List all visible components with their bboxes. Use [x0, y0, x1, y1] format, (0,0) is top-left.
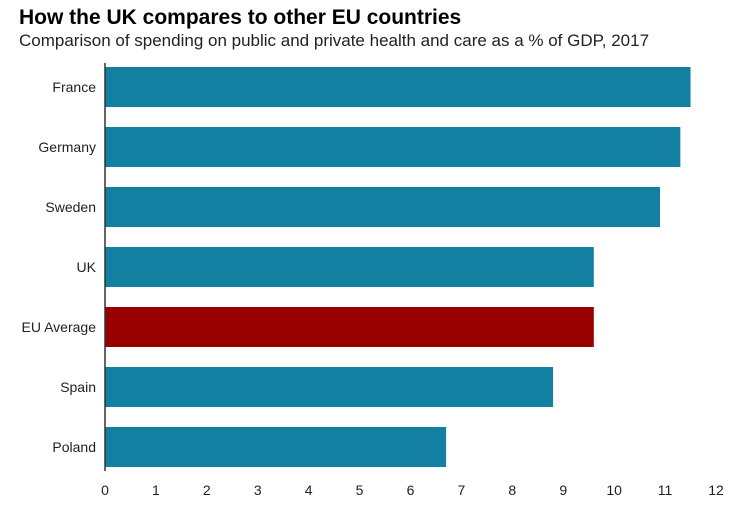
x-tick-label: 6 — [407, 482, 415, 498]
category-label-eu-average: EU Average — [22, 319, 97, 335]
bar-france — [105, 67, 691, 107]
x-tick-label: 10 — [606, 482, 622, 498]
x-tick-label: 3 — [254, 482, 262, 498]
x-tick-label: 7 — [458, 482, 466, 498]
chart-title: How the UK compares to other EU countrie… — [19, 6, 462, 29]
bar-eu-average — [105, 307, 594, 347]
x-tick-label: 1 — [152, 482, 160, 498]
bar-uk — [105, 247, 594, 287]
category-label-france: France — [52, 79, 96, 95]
bar-poland — [105, 427, 447, 467]
category-labels: France Germany Sweden UK EU Average Spain Pola… — [22, 79, 97, 455]
x-tick-labels: 0 1 2 3 4 5 6 7 8 9 10 11 12 — [101, 482, 724, 498]
category-label-germany: Germany — [38, 139, 96, 155]
x-tick-label: 8 — [508, 482, 516, 498]
x-tick-label: 0 — [101, 482, 109, 498]
category-label-sweden: Sweden — [45, 199, 96, 215]
bar-spain — [105, 367, 554, 407]
bars-group — [105, 67, 691, 467]
bar-germany — [105, 127, 681, 167]
x-tick-label: 12 — [708, 482, 724, 498]
x-tick-label: 2 — [203, 482, 211, 498]
x-tick-label: 4 — [305, 482, 313, 498]
category-label-uk: UK — [77, 259, 97, 275]
bar-sweden — [105, 187, 660, 227]
chart-subtitle: Comparison of spending on public and pri… — [19, 31, 650, 50]
x-tick-label: 5 — [356, 482, 364, 498]
x-tick-label: 11 — [658, 482, 673, 498]
x-tick-label: 9 — [559, 482, 567, 498]
category-label-poland: Poland — [52, 439, 96, 455]
category-label-spain: Spain — [60, 379, 96, 395]
